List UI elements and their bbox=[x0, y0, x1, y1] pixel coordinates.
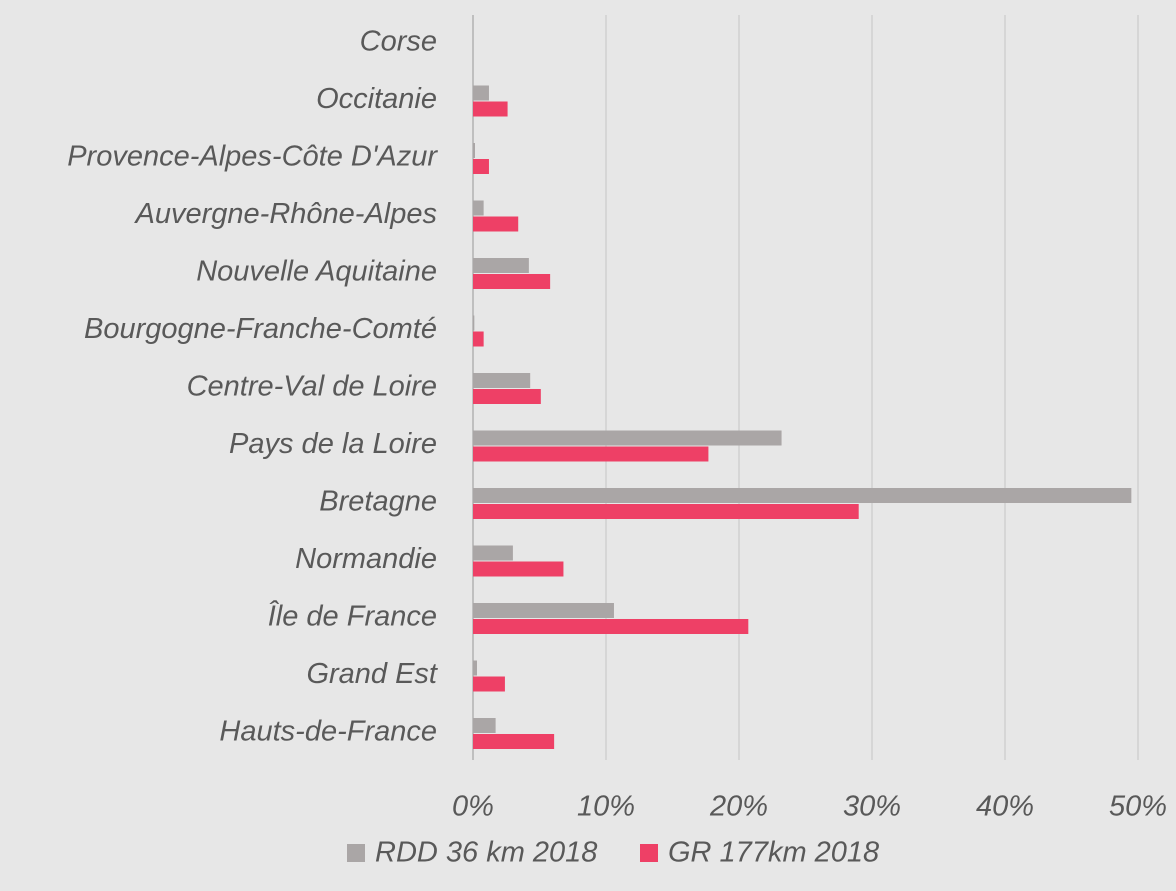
y-tick-label: Pays de la Loire bbox=[229, 428, 437, 460]
y-tick-label: Bretagne bbox=[319, 486, 437, 518]
bar bbox=[473, 488, 1132, 503]
y-tick-label: Normandie bbox=[295, 543, 437, 575]
bar bbox=[473, 159, 489, 174]
x-tick-label: 10% bbox=[577, 791, 635, 823]
bar bbox=[473, 676, 505, 692]
x-tick-label: 50% bbox=[1109, 791, 1167, 823]
bar bbox=[473, 561, 564, 577]
legend-swatch bbox=[347, 844, 365, 862]
bar bbox=[473, 430, 782, 446]
bar bbox=[473, 504, 859, 519]
x-tick-label: 0% bbox=[452, 791, 494, 823]
y-tick-label: Provence-Alpes-Côte D'Azur bbox=[67, 141, 438, 173]
bar bbox=[473, 143, 475, 158]
y-tick-label: Bourgogne-Franche-Comté bbox=[84, 313, 437, 345]
bar bbox=[473, 85, 489, 101]
bar bbox=[473, 446, 709, 462]
y-tick-label: Nouvelle Aquitaine bbox=[196, 256, 437, 288]
bar bbox=[473, 718, 496, 733]
bar bbox=[473, 200, 484, 216]
legend-swatch bbox=[640, 844, 658, 862]
x-tick-label: 30% bbox=[843, 791, 901, 823]
bar bbox=[473, 619, 749, 634]
bar bbox=[473, 258, 529, 273]
bar bbox=[473, 101, 508, 117]
legend-label: RDD 36 km 2018 bbox=[375, 837, 597, 869]
y-tick-label: Auvergne-Rhône-Alpes bbox=[134, 198, 437, 230]
y-tick-label: Grand Est bbox=[306, 658, 438, 690]
legend-label: GR 177km 2018 bbox=[668, 837, 879, 869]
bar bbox=[473, 274, 551, 289]
y-tick-label: Corse bbox=[360, 26, 437, 58]
x-tick-label: 40% bbox=[976, 791, 1034, 823]
bar bbox=[473, 660, 477, 676]
y-tick-label: Île de France bbox=[268, 600, 437, 633]
y-tick-label: Hauts-de-France bbox=[219, 716, 437, 748]
bar bbox=[473, 331, 484, 347]
y-tick-label: Centre-Val de Loire bbox=[187, 371, 437, 403]
bar bbox=[473, 603, 614, 618]
bar bbox=[473, 315, 475, 331]
x-tick-label: 20% bbox=[709, 791, 768, 823]
bar bbox=[473, 734, 555, 749]
bar bbox=[473, 373, 531, 388]
y-tick-label: Occitanie bbox=[316, 83, 437, 115]
bar bbox=[473, 389, 541, 404]
bar bbox=[473, 545, 513, 561]
bar bbox=[473, 216, 519, 232]
